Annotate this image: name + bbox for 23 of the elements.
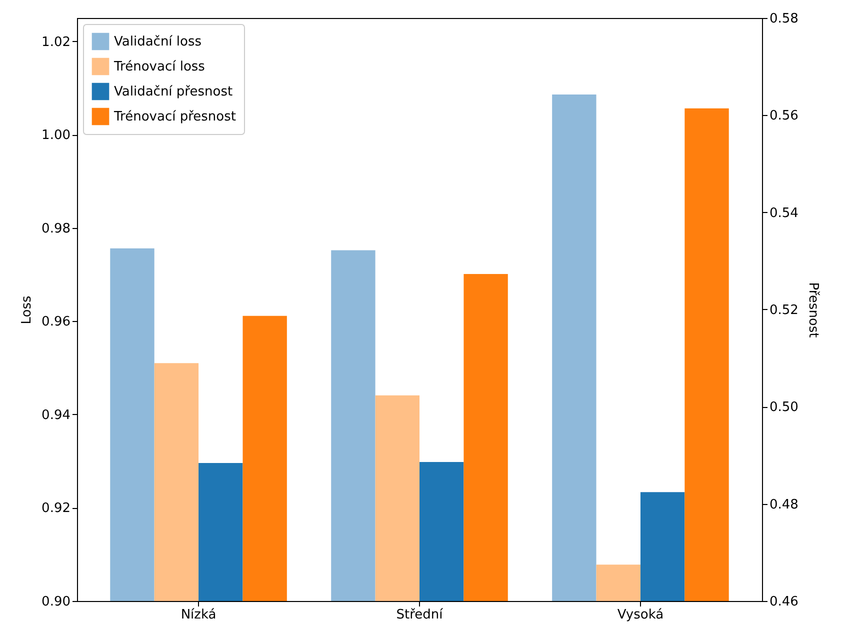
legend-label: Trénovací loss [113,60,206,74]
x-tick-label: Vysoká [617,608,664,622]
y-axis-title: Loss [20,296,35,324]
y2-tick-label: 0.50 [770,400,798,416]
y-tick-label: 0.98 [42,221,70,236]
y2-tick-label: 0.54 [770,206,798,221]
y2-tick-label: 0.46 [770,594,798,610]
y2-tick-label: 0.56 [770,108,798,124]
y2-tick-label: 0.52 [770,303,798,318]
legend-label: Validační přesnost [114,84,233,100]
y2-tick-label: 0.48 [770,497,798,512]
y-tick-label: 0.96 [42,314,70,330]
y-tick-label: 0.90 [42,594,70,610]
legend-label: Validační loss [114,34,202,50]
y-tick-label: 1.02 [42,34,70,50]
y-tick-label: 0.92 [42,501,70,516]
x-tick-label: Střední [396,608,444,622]
legend-label: Trénovací přesnost [113,110,236,124]
x-tick-label: Nízká [180,608,216,622]
y2-tick-label: 0.58 [770,12,798,26]
y-tick-label: 1.00 [42,128,70,144]
y2-axis-title: Přesnost [805,282,820,338]
y-tick-label: 0.94 [42,408,70,423]
